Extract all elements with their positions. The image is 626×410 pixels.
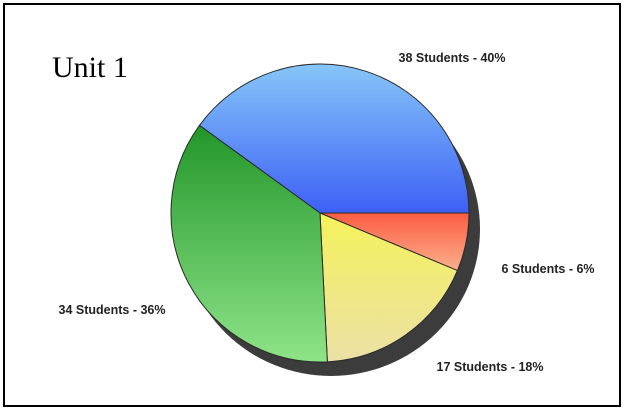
pie-slice <box>198 63 470 214</box>
slice-label: 34 Students - 36% <box>59 303 166 317</box>
chart-title: Unit 1 <box>52 51 128 84</box>
slice-label: 38 Students - 40% <box>399 51 506 65</box>
slice-label: 6 Students - 6% <box>501 262 594 276</box>
slice-label: 17 Students - 18% <box>437 360 544 374</box>
pie-slice <box>170 124 328 363</box>
pie-slice <box>319 212 459 363</box>
